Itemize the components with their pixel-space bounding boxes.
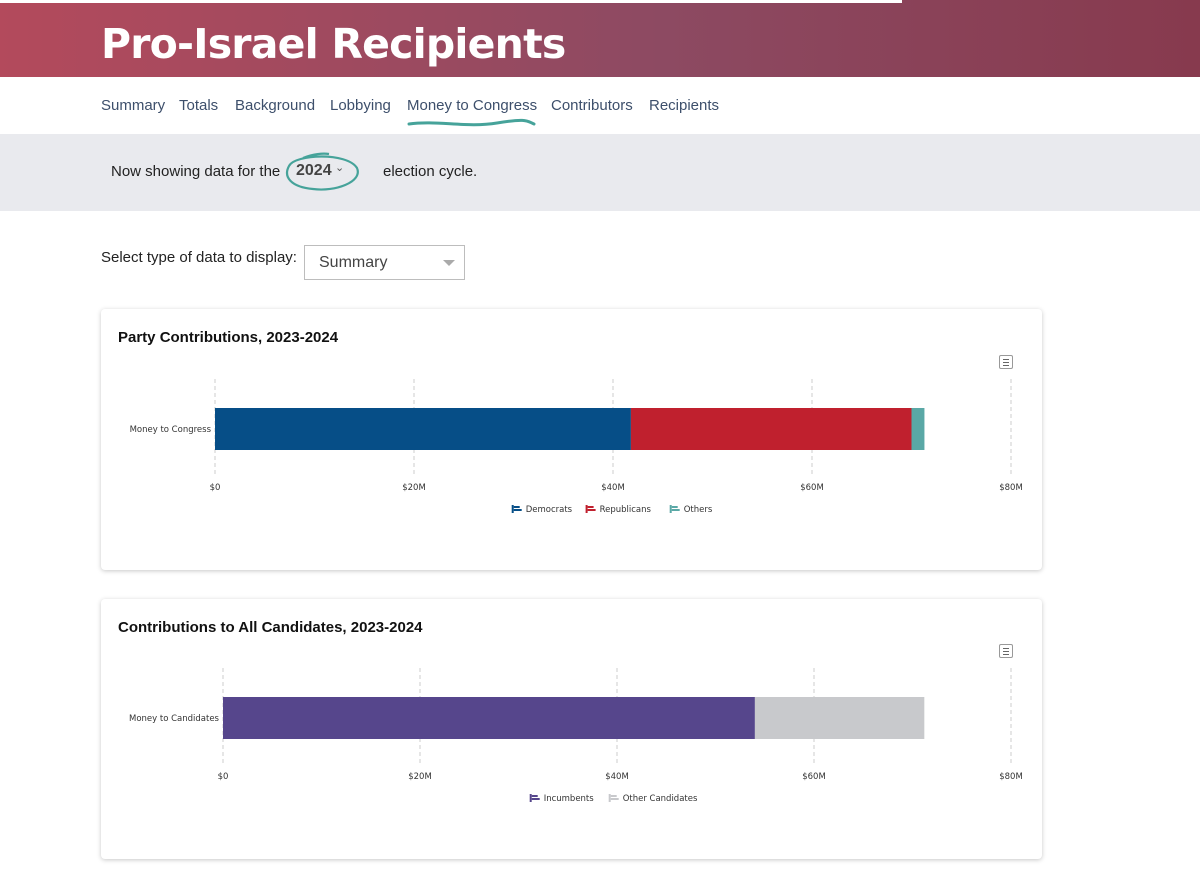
legend-label: Others bbox=[684, 505, 713, 515]
bar-segment-republicans bbox=[630, 408, 912, 450]
legend-swatch-icon bbox=[610, 795, 617, 797]
x-tick-label: $0 bbox=[218, 772, 229, 782]
x-tick-label: $80M bbox=[999, 483, 1023, 493]
x-tick-label: $40M bbox=[605, 772, 629, 782]
x-tick-label: $60M bbox=[802, 772, 826, 782]
chart-title: Party Contributions, 2023-2024 bbox=[118, 329, 339, 346]
candidates-card: Contributions to All Candidates, 2023-20… bbox=[101, 599, 1042, 859]
cycle-circle-highlight bbox=[286, 152, 359, 191]
data-type-value: Summary bbox=[319, 254, 388, 271]
legend-item-democrats[interactable]: Democrats bbox=[511, 505, 573, 515]
nav-totals[interactable]: Totals bbox=[179, 97, 219, 114]
category-label: Money to Candidates bbox=[129, 714, 220, 724]
legend-item-other-candidates[interactable]: Other Candidates bbox=[608, 794, 698, 804]
data-type-select[interactable]: Summary bbox=[304, 245, 465, 280]
cycle-suffix: election cycle. bbox=[383, 163, 478, 180]
page-title: Pro-Israel Recipients bbox=[101, 20, 566, 68]
active-tab-underline bbox=[407, 118, 536, 127]
legend-label: Democrats bbox=[526, 505, 573, 515]
party-contributions-chart: $0 $20M $40M $60M $80M Money to Congress Democ… bbox=[130, 379, 1023, 515]
nav-recipients[interactable]: Recipients bbox=[649, 97, 720, 114]
legend-item-republicans[interactable]: Republicans bbox=[585, 505, 652, 515]
bar-segment-democrats bbox=[215, 408, 631, 450]
x-tick-label: $20M bbox=[408, 772, 432, 782]
bar-segment-others bbox=[911, 408, 925, 450]
nav-lobbying[interactable]: Lobbying bbox=[330, 97, 391, 114]
category-label: Money to Congress bbox=[130, 425, 212, 435]
legend-swatch-icon bbox=[610, 798, 619, 800]
top-progress-line bbox=[0, 0, 902, 3]
x-tick-label: $80M bbox=[999, 772, 1023, 782]
legend-label: Other Candidates bbox=[623, 794, 698, 804]
legend-swatch-icon bbox=[513, 509, 522, 511]
legend-label: Incumbents bbox=[544, 794, 595, 804]
chart-menu-icon[interactable] bbox=[999, 355, 1013, 369]
legend-swatch-icon bbox=[585, 505, 588, 513]
nav-money-to-congress[interactable]: Money to Congress bbox=[407, 97, 538, 114]
legend-swatch-icon bbox=[513, 506, 520, 508]
legend-swatch-icon bbox=[529, 794, 532, 802]
cycle-bar: Now showing data for the 2024 ⌄ election… bbox=[0, 134, 1200, 211]
bar-segment-incumbents bbox=[223, 697, 755, 739]
x-tick-label: $20M bbox=[402, 483, 426, 493]
legend-swatch-icon bbox=[671, 509, 680, 511]
legend-swatch-icon bbox=[669, 505, 672, 513]
legend-item-incumbents[interactable]: Incumbents bbox=[529, 794, 595, 804]
cycle-year-value: 2024 bbox=[296, 162, 332, 179]
legend-label: Republicans bbox=[600, 505, 652, 515]
legend-swatch-icon bbox=[511, 505, 514, 513]
legend-swatch-icon bbox=[671, 506, 678, 508]
data-type-label: Select type of data to display: bbox=[101, 249, 297, 266]
nav-background[interactable]: Background bbox=[235, 97, 316, 114]
x-tick-label: $40M bbox=[601, 483, 625, 493]
x-tick-label: $60M bbox=[800, 483, 824, 493]
section-nav: Summary Totals Background Lobbying Money… bbox=[0, 77, 1200, 134]
legend-swatch-icon bbox=[608, 794, 611, 802]
legend-swatch-icon bbox=[587, 506, 594, 508]
chart-menu-icon[interactable] bbox=[999, 644, 1013, 658]
dropdown-caret-icon bbox=[443, 260, 455, 266]
bar-segment-other-candidates bbox=[754, 697, 925, 739]
legend-swatch-icon bbox=[531, 795, 538, 797]
nav-contributors[interactable]: Contributors bbox=[551, 97, 633, 114]
cycle-year-select[interactable]: 2024 ⌄ bbox=[283, 152, 361, 192]
legend-item-others[interactable]: Others bbox=[669, 505, 713, 515]
candidates-chart: $0 $20M $40M $60M $80M Money to Candidates Inc… bbox=[129, 668, 1023, 804]
chevron-down-icon: ⌄ bbox=[335, 162, 345, 174]
legend-swatch-icon bbox=[531, 798, 540, 800]
x-tick-label: $0 bbox=[210, 483, 221, 493]
page-header: Pro-Israel Recipients bbox=[0, 0, 1200, 77]
cycle-prefix: Now showing data for the bbox=[111, 163, 281, 180]
chart-title: Contributions to All Candidates, 2023-20… bbox=[118, 619, 423, 636]
party-contributions-card: Party Contributions, 2023-2024 $0 $20M $40… bbox=[101, 309, 1042, 570]
legend-swatch-icon bbox=[587, 509, 596, 511]
nav-summary[interactable]: Summary bbox=[101, 97, 166, 114]
